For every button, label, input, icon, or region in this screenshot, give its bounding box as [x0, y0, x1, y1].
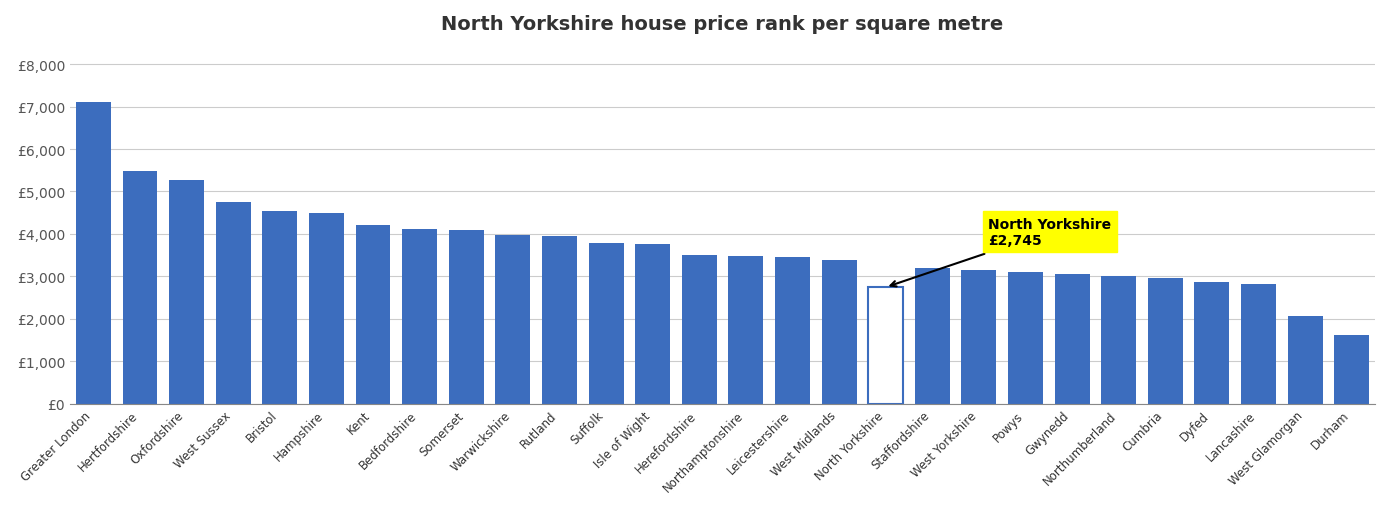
Bar [1148, 278, 1183, 404]
Bar [1334, 335, 1369, 404]
Title: North Yorkshire house price rank per square metre: North Yorkshire house price rank per squ… [442, 15, 1004, 34]
Bar [1287, 317, 1322, 404]
Bar [869, 288, 904, 404]
Bar [681, 255, 717, 404]
Bar [1101, 276, 1136, 404]
Bar [542, 237, 577, 404]
Bar [309, 214, 343, 404]
Bar [76, 103, 111, 404]
Bar [1194, 282, 1229, 404]
Bar [263, 211, 297, 404]
Bar [1241, 285, 1276, 404]
Bar [635, 245, 670, 404]
Bar [588, 244, 624, 404]
Bar [122, 172, 157, 404]
Bar [821, 261, 856, 404]
Bar [495, 235, 531, 404]
Bar [728, 257, 763, 404]
Bar [449, 230, 484, 404]
Bar [402, 230, 436, 404]
Bar [962, 270, 997, 404]
Bar [170, 181, 204, 404]
Bar [776, 258, 810, 404]
Bar [1008, 273, 1042, 404]
Bar [1055, 275, 1090, 404]
Text: North Yorkshire
£2,745: North Yorkshire £2,745 [891, 217, 1112, 287]
Bar [215, 203, 250, 404]
Bar [356, 226, 391, 404]
Bar [915, 268, 949, 404]
